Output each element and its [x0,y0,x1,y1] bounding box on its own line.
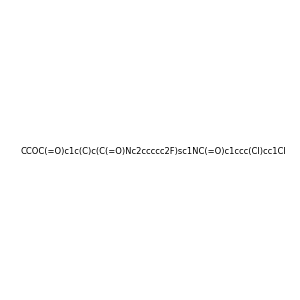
Text: CCOC(=O)c1c(C)c(C(=O)Nc2ccccc2F)sc1NC(=O)c1ccc(Cl)cc1Cl: CCOC(=O)c1c(C)c(C(=O)Nc2ccccc2F)sc1NC(=O… [21,147,286,156]
